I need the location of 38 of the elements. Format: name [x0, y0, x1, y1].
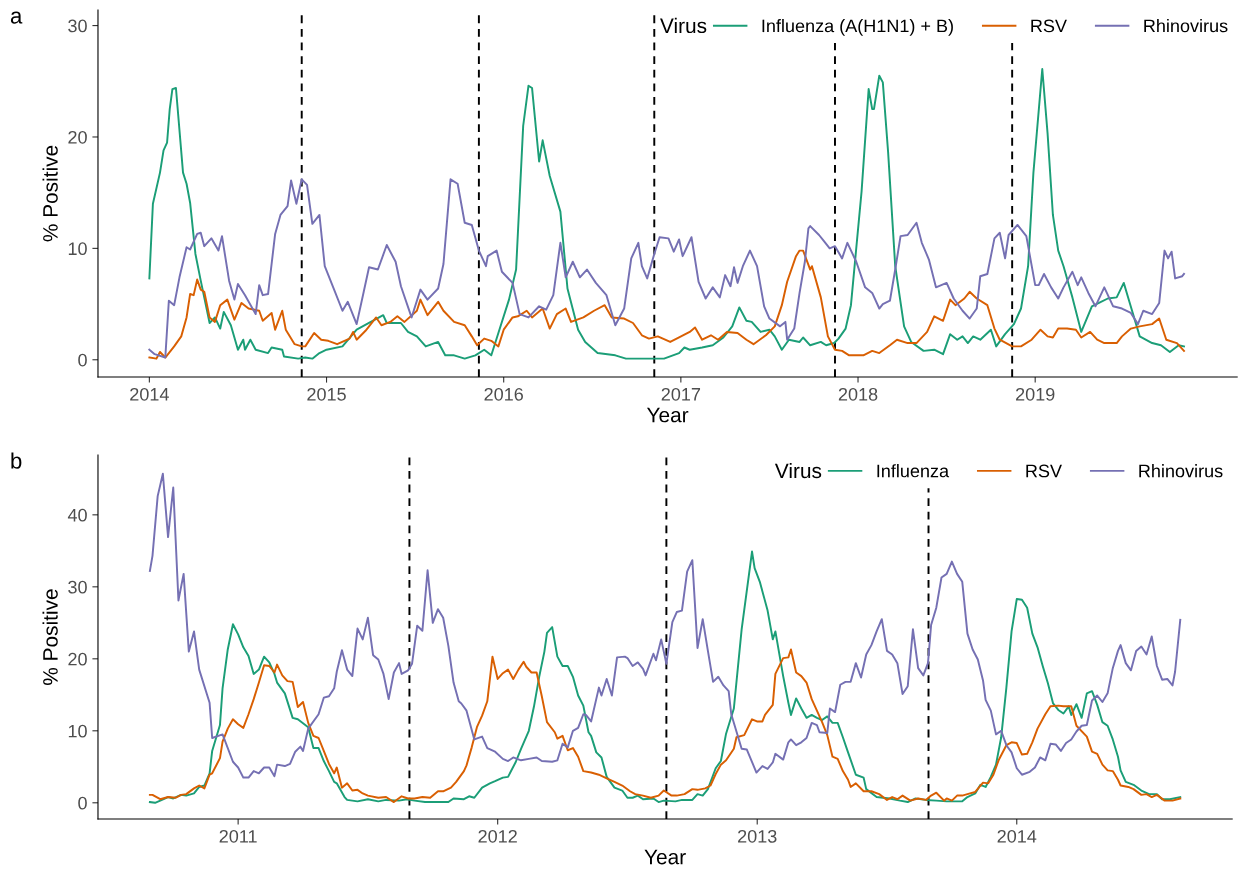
line-series	[148, 249, 1185, 360]
y-axis-title: % Positive	[42, 145, 58, 242]
y-tick-label: 10	[68, 724, 87, 738]
legend-title: Virus	[774, 462, 822, 479]
y-tick-label: 30	[68, 580, 87, 594]
legend-label: RSV	[1026, 464, 1062, 478]
x-tick-label: 2014	[130, 387, 169, 401]
legend-label: Rhinovirus	[1144, 19, 1228, 33]
x-tick-label: 2018	[838, 387, 878, 401]
x-tick-label: 2017	[661, 387, 701, 401]
x-tick-label: 2012	[478, 829, 517, 843]
y-tick-label: 40	[67, 508, 87, 522]
y-tick-label: 0	[78, 796, 87, 810]
chart-title: b	[11, 452, 22, 469]
legend-label: RSV	[1031, 19, 1067, 33]
y-tick-label: 0	[78, 353, 87, 367]
x-axis-title: Year	[644, 849, 686, 865]
legend-label: Influenza	[877, 464, 950, 478]
x-tick-label: 2011	[219, 829, 257, 843]
x-tick-label: 2013	[738, 829, 777, 843]
line-series	[148, 68, 1185, 360]
line-series	[148, 550, 1182, 804]
legend-label: Influenza (A(H1N1) + B)	[762, 19, 953, 36]
legend-label: Rhinovirus	[1139, 464, 1223, 478]
x-tick-label: 2016	[484, 387, 523, 401]
y-tick-label: 20	[68, 652, 87, 666]
y-tick-label: 10	[68, 242, 87, 256]
line-series	[148, 648, 1182, 804]
y-axis-title: % Positive	[42, 589, 58, 685]
x-tick-label: 2015	[307, 387, 346, 401]
x-tick-label: 2014	[997, 829, 1037, 843]
legend-title: Virus	[660, 17, 707, 34]
x-tick-label: 2019	[1016, 387, 1055, 401]
x-axis-title: Year	[646, 407, 689, 423]
line-series	[148, 178, 1185, 359]
chart-title: a	[10, 11, 23, 24]
y-tick-label: 30	[68, 19, 87, 33]
y-tick-label: 20	[68, 130, 87, 144]
